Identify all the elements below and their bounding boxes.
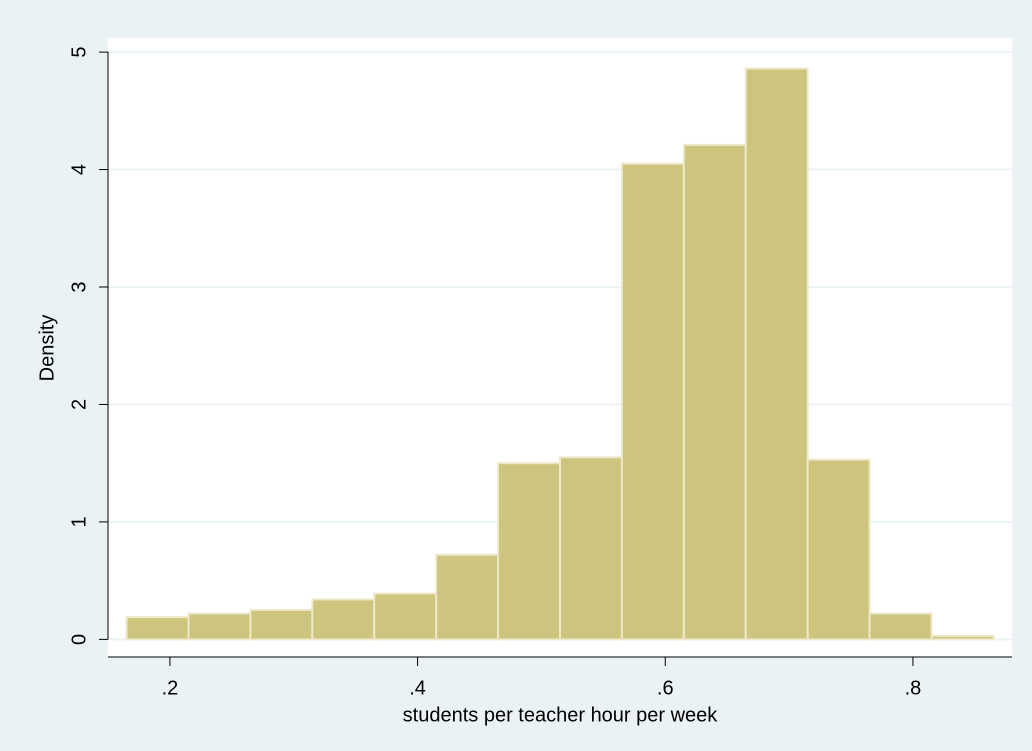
bar <box>682 143 747 641</box>
y-tick-label: 3 <box>68 281 90 292</box>
bar <box>930 634 995 641</box>
bar <box>806 458 871 641</box>
bar <box>373 592 438 641</box>
bar <box>744 67 809 641</box>
y-tick-label: 5 <box>68 47 90 58</box>
x-tick-label: .6 <box>657 677 674 699</box>
x-tick-label: .8 <box>905 677 922 699</box>
y-tick-label: 1 <box>68 516 90 527</box>
bar <box>435 553 500 641</box>
y-tick-label: 2 <box>68 399 90 410</box>
x-tick-label: .4 <box>409 677 426 699</box>
bar <box>868 612 933 641</box>
x-axis-title: students per teacher hour per week <box>403 704 719 726</box>
bar <box>311 598 376 641</box>
bar <box>249 609 314 641</box>
bar <box>559 456 623 641</box>
bar <box>497 462 561 641</box>
y-tick-label: 4 <box>68 164 90 175</box>
bar <box>187 612 252 641</box>
y-tick-label: 0 <box>68 634 90 645</box>
x-tick-label: .2 <box>162 677 179 699</box>
y-axis-title: Density <box>36 315 58 382</box>
bar <box>125 616 190 641</box>
bar <box>620 162 685 641</box>
